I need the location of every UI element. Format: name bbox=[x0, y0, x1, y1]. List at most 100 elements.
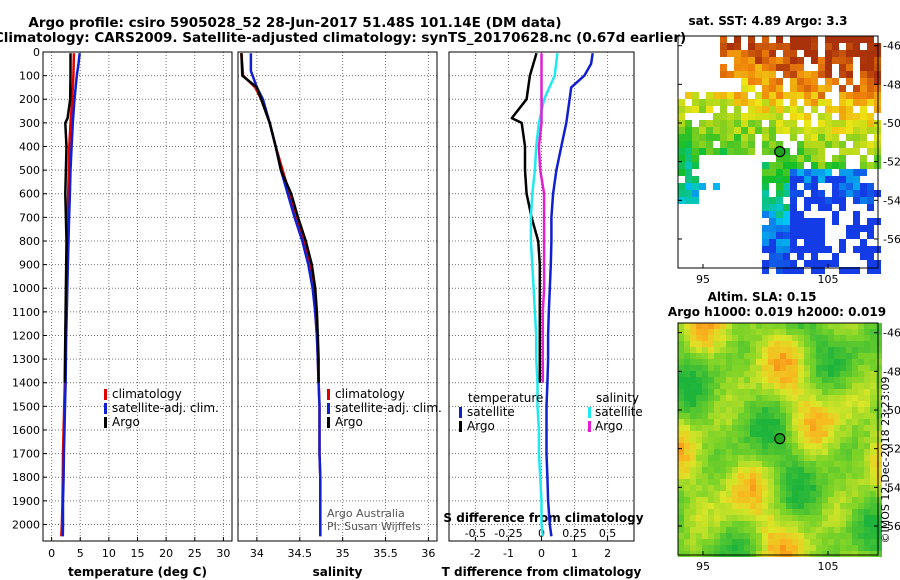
sla-map-cell bbox=[852, 347, 858, 353]
sla-map-cell bbox=[786, 479, 792, 485]
sla-map-cell bbox=[690, 449, 696, 455]
sla-map-cell bbox=[858, 527, 864, 533]
sla-map-cell bbox=[840, 449, 846, 455]
sla-map-cell bbox=[750, 467, 756, 473]
sst-map-cell bbox=[755, 64, 762, 71]
sst-map-cell bbox=[776, 239, 783, 246]
sst-map-cell bbox=[685, 197, 692, 204]
sla-map-cell bbox=[864, 389, 870, 395]
sst-map-cell bbox=[832, 141, 839, 148]
sst-map-cell bbox=[818, 190, 825, 197]
sla-map-cell bbox=[738, 359, 744, 365]
sla-map-cell bbox=[846, 401, 852, 407]
sla-map-cell bbox=[738, 515, 744, 521]
sla-map-cell bbox=[870, 323, 876, 329]
map-y-tick-label: -52 bbox=[883, 443, 900, 456]
sst-map-cell bbox=[762, 239, 769, 246]
sla-map-cell bbox=[870, 401, 876, 407]
sla-map-cell bbox=[762, 323, 768, 329]
sla-map-cell bbox=[852, 413, 858, 419]
sla-map-cell bbox=[744, 455, 750, 461]
sla-map-cell bbox=[780, 461, 786, 467]
sla-map-cell bbox=[684, 359, 690, 365]
sla-map-cell bbox=[762, 425, 768, 431]
sst-map-cell bbox=[804, 78, 811, 85]
sst-map-cell bbox=[818, 218, 825, 225]
sst-map-cell bbox=[811, 260, 818, 267]
sst-map-cell bbox=[727, 120, 734, 127]
sst-map-cell bbox=[734, 127, 741, 134]
sst-map-cell bbox=[748, 134, 755, 141]
sla-map-cell bbox=[726, 491, 732, 497]
sst-map-cell bbox=[790, 106, 797, 113]
sla-map-cell bbox=[834, 431, 840, 437]
sla-map-cell bbox=[786, 473, 792, 479]
sla-map-cell bbox=[738, 365, 744, 371]
sst-map-cell bbox=[860, 183, 867, 190]
sla-map-cell bbox=[822, 533, 828, 539]
sla-map-cell bbox=[786, 545, 792, 551]
sst-map-cell bbox=[699, 106, 706, 113]
sla-map-cell bbox=[756, 419, 762, 425]
sla-map-cell bbox=[828, 497, 834, 503]
sla-map-cell bbox=[726, 407, 732, 413]
sst-map-cell bbox=[762, 99, 769, 106]
sla-map-cell bbox=[792, 509, 798, 515]
sla-map-cell bbox=[774, 551, 780, 557]
sla-map-cell bbox=[750, 551, 756, 557]
sla-map-cell bbox=[816, 533, 822, 539]
sla-map-cell bbox=[864, 383, 870, 389]
sla-map-cell bbox=[852, 491, 858, 497]
sst-map-cell bbox=[790, 190, 797, 197]
sla-map-cell bbox=[720, 341, 726, 347]
sla-map-cell bbox=[702, 473, 708, 479]
sst-map-cell bbox=[874, 267, 881, 274]
sla-map-cell bbox=[768, 461, 774, 467]
sla-map-cell bbox=[690, 515, 696, 521]
sla-map-cell bbox=[834, 515, 840, 521]
sla-map-cell bbox=[804, 341, 810, 347]
sla-map-cell bbox=[828, 431, 834, 437]
sla-map-cell bbox=[750, 455, 756, 461]
sla-map-cell bbox=[810, 389, 816, 395]
y-tick-label: 300 bbox=[19, 117, 40, 130]
sla-map-cell bbox=[714, 503, 720, 509]
sla-map-cell bbox=[744, 539, 750, 545]
sla-map-cell bbox=[738, 389, 744, 395]
sst-map-cell bbox=[790, 50, 797, 57]
sla-map-cell bbox=[864, 323, 870, 329]
sla-map-cell bbox=[696, 401, 702, 407]
sla-map-cell bbox=[864, 521, 870, 527]
sla-map-cell bbox=[822, 497, 828, 503]
sla-map-cell bbox=[864, 335, 870, 341]
sla-map-cell bbox=[858, 347, 864, 353]
sla-map-cell bbox=[846, 515, 852, 521]
sla-map-cell bbox=[864, 467, 870, 473]
sla-map-cell bbox=[744, 335, 750, 341]
sst-map-cell bbox=[825, 246, 832, 253]
sst-map-cell bbox=[741, 99, 748, 106]
sst-map-cell bbox=[797, 176, 804, 183]
sst-map-cell bbox=[755, 78, 762, 85]
sla-map-cell bbox=[810, 365, 816, 371]
sla-map-cell bbox=[804, 383, 810, 389]
sla-map-cell bbox=[774, 527, 780, 533]
sla-map-cell bbox=[756, 527, 762, 533]
sla-map-cell bbox=[744, 437, 750, 443]
sla-map-cell bbox=[858, 461, 864, 467]
sla-map-cell bbox=[726, 455, 732, 461]
sst-map-cell bbox=[727, 127, 734, 134]
sla-map-cell bbox=[738, 383, 744, 389]
sla-map-cell bbox=[780, 467, 786, 473]
sla-map-cell bbox=[684, 551, 690, 557]
sla-map-cell bbox=[876, 497, 882, 503]
sla-map-cell bbox=[708, 503, 714, 509]
sst-map-cell bbox=[811, 127, 818, 134]
sst-map-cell bbox=[769, 134, 776, 141]
sla-map-cell bbox=[726, 383, 732, 389]
sst-map-cell bbox=[692, 162, 699, 169]
sla-map-cell bbox=[756, 449, 762, 455]
sst-map-cell bbox=[818, 267, 825, 274]
sla-map-cell bbox=[714, 329, 720, 335]
sst-map-cell bbox=[776, 176, 783, 183]
